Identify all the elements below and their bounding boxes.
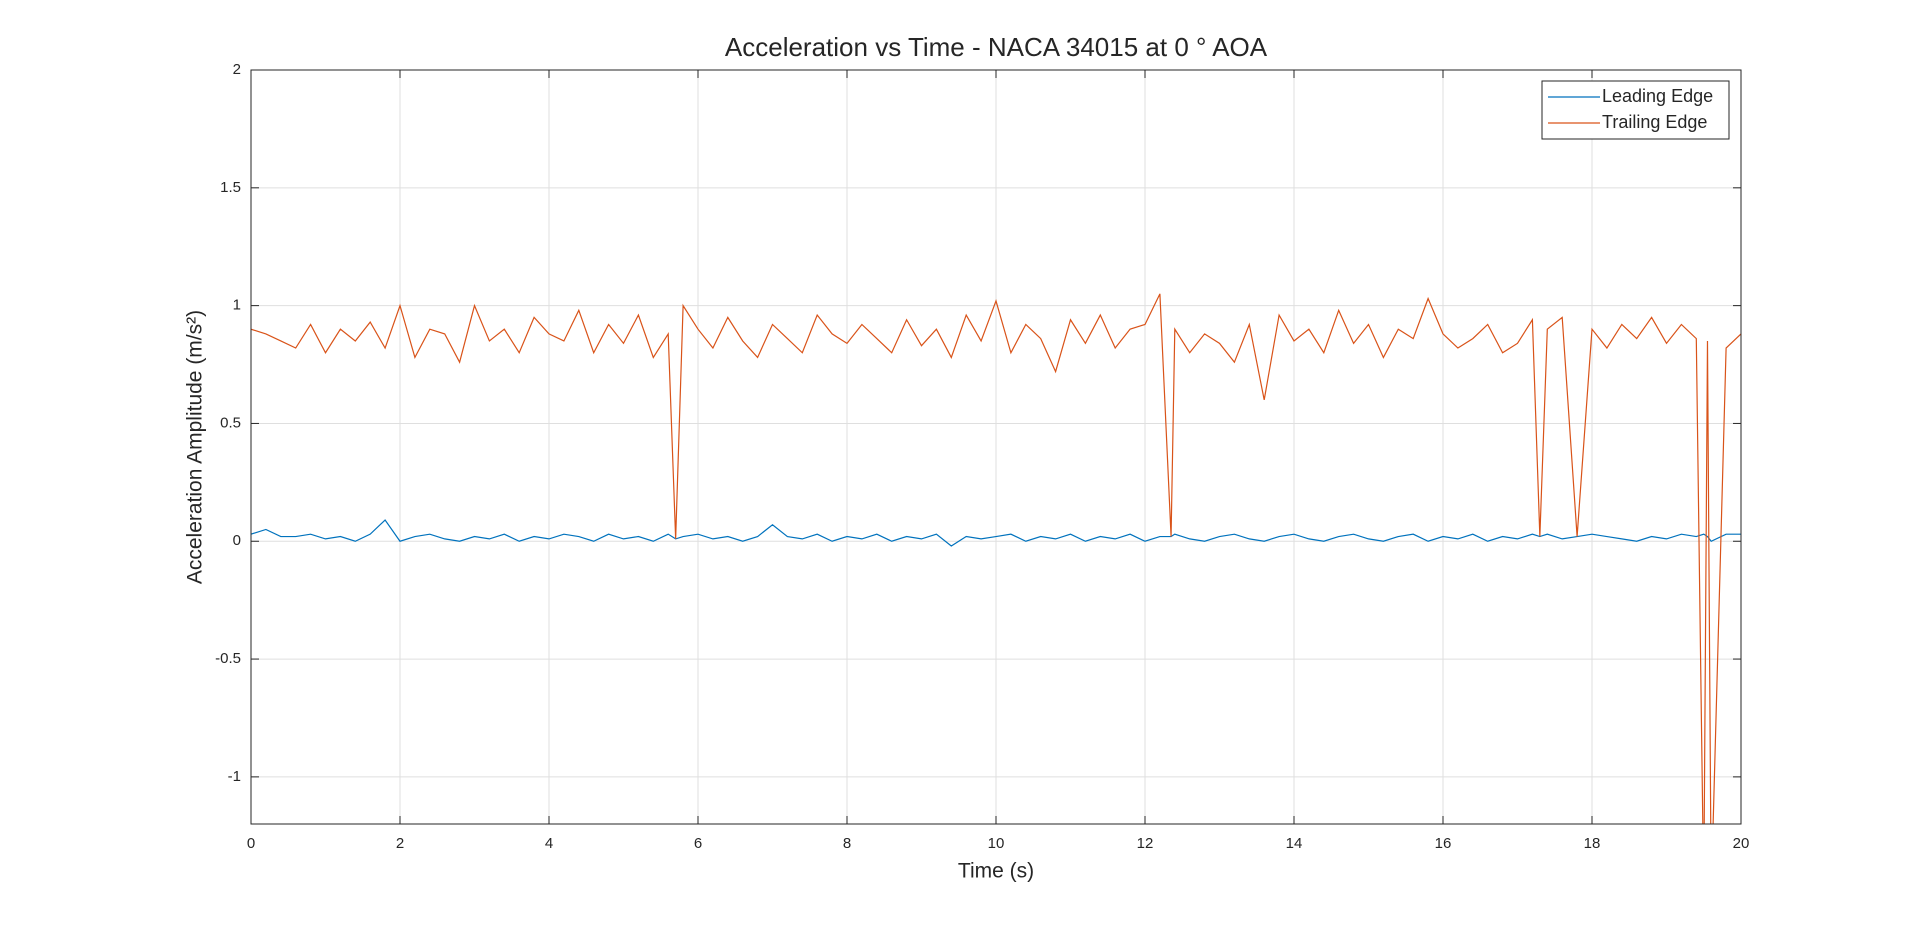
- legend-label: Trailing Edge: [1602, 112, 1707, 132]
- y-tick-label: -1: [228, 768, 241, 785]
- x-tick-label: 2: [396, 835, 404, 852]
- x-tick-label: 10: [988, 835, 1005, 852]
- x-tick-label: 4: [545, 835, 553, 852]
- axes-box: [250, 69, 1742, 825]
- x-tick-label: 8: [843, 835, 851, 852]
- series-line: [251, 293, 1741, 824]
- y-axis-label: Acceleration Amplitude (m/s²): [184, 310, 207, 584]
- x-axis-label: Time (s): [958, 860, 1034, 883]
- chart-title: Acceleration vs Time - NACA 34015 at 0 °…: [725, 32, 1268, 62]
- legend-label: Leading Edge: [1602, 86, 1713, 106]
- legend-box: [1541, 80, 1730, 140]
- x-tick-label: 16: [1435, 835, 1452, 852]
- y-tick-label: 0.5: [220, 414, 241, 431]
- x-tick-label: 0: [247, 835, 255, 852]
- x-tick-label: 20: [1733, 835, 1750, 852]
- y-tick-label: 1: [233, 297, 241, 314]
- y-tick-label: 1.5: [220, 179, 241, 196]
- y-tick-label: 0: [233, 532, 241, 549]
- series-line: [251, 519, 1741, 547]
- x-tick-label: 6: [694, 835, 702, 852]
- plot-lines: [251, 293, 1741, 824]
- x-tick-label: 12: [1137, 835, 1154, 852]
- y-tick-label: 2: [233, 61, 241, 78]
- x-tick-label: 18: [1584, 835, 1601, 852]
- y-tick-label: -0.5: [215, 650, 241, 667]
- x-tick-label: 14: [1286, 835, 1303, 852]
